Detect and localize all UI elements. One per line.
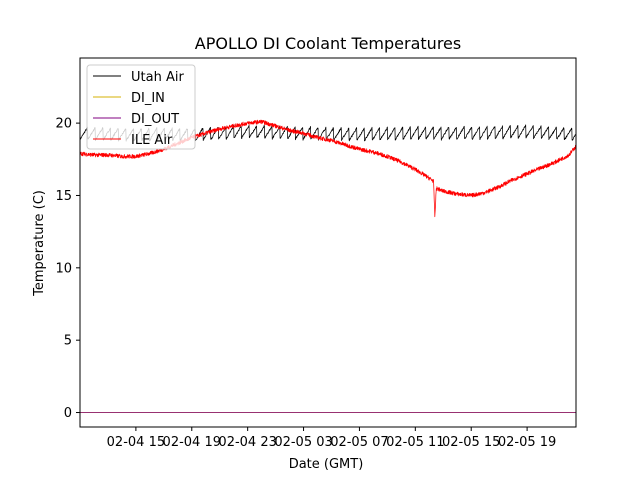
legend-label: DI_IN — [131, 91, 165, 106]
legend-label: Utah Air — [131, 70, 184, 85]
y-tick-label: 0 — [64, 406, 72, 421]
chart-title: APOLLO DI Coolant Temperatures — [195, 34, 461, 53]
x-tick-label: 02-05 03 — [274, 435, 332, 450]
legend: Utah Air DI_IN DI_OUT ILE Air — [86, 64, 196, 150]
legend-entries: Utah Air DI_IN DI_OUT ILE Air — [93, 70, 184, 148]
legend-box — [86, 64, 196, 150]
x-tick-label: 02-04 15 — [107, 435, 165, 450]
y-axis-label: Temperature (C) — [32, 190, 47, 297]
y-tick-label: 20 — [55, 117, 72, 132]
x-tick-label: 02-05 11 — [386, 435, 444, 450]
legend-label: ILE Air — [131, 133, 173, 148]
y-tick-label: 10 — [55, 261, 72, 276]
x-tick-label: 02-04 23 — [218, 435, 276, 450]
plot-frame — [79, 57, 577, 428]
x-tick-label: 02-05 15 — [442, 435, 500, 450]
y-tick-label: 15 — [55, 189, 72, 204]
x-axis-label: Date (GMT) — [289, 457, 364, 472]
series-line-ile-air — [79, 119, 577, 218]
x-tick-label: 02-05 19 — [498, 435, 556, 450]
legend-label: DI_OUT — [131, 112, 179, 127]
y-tick-label: 5 — [64, 334, 72, 349]
y-axis-ticks: 0 5 10 15 20 — [55, 117, 80, 421]
x-tick-label: 02-04 19 — [163, 435, 221, 450]
x-tick-label: 02-05 07 — [330, 435, 388, 450]
